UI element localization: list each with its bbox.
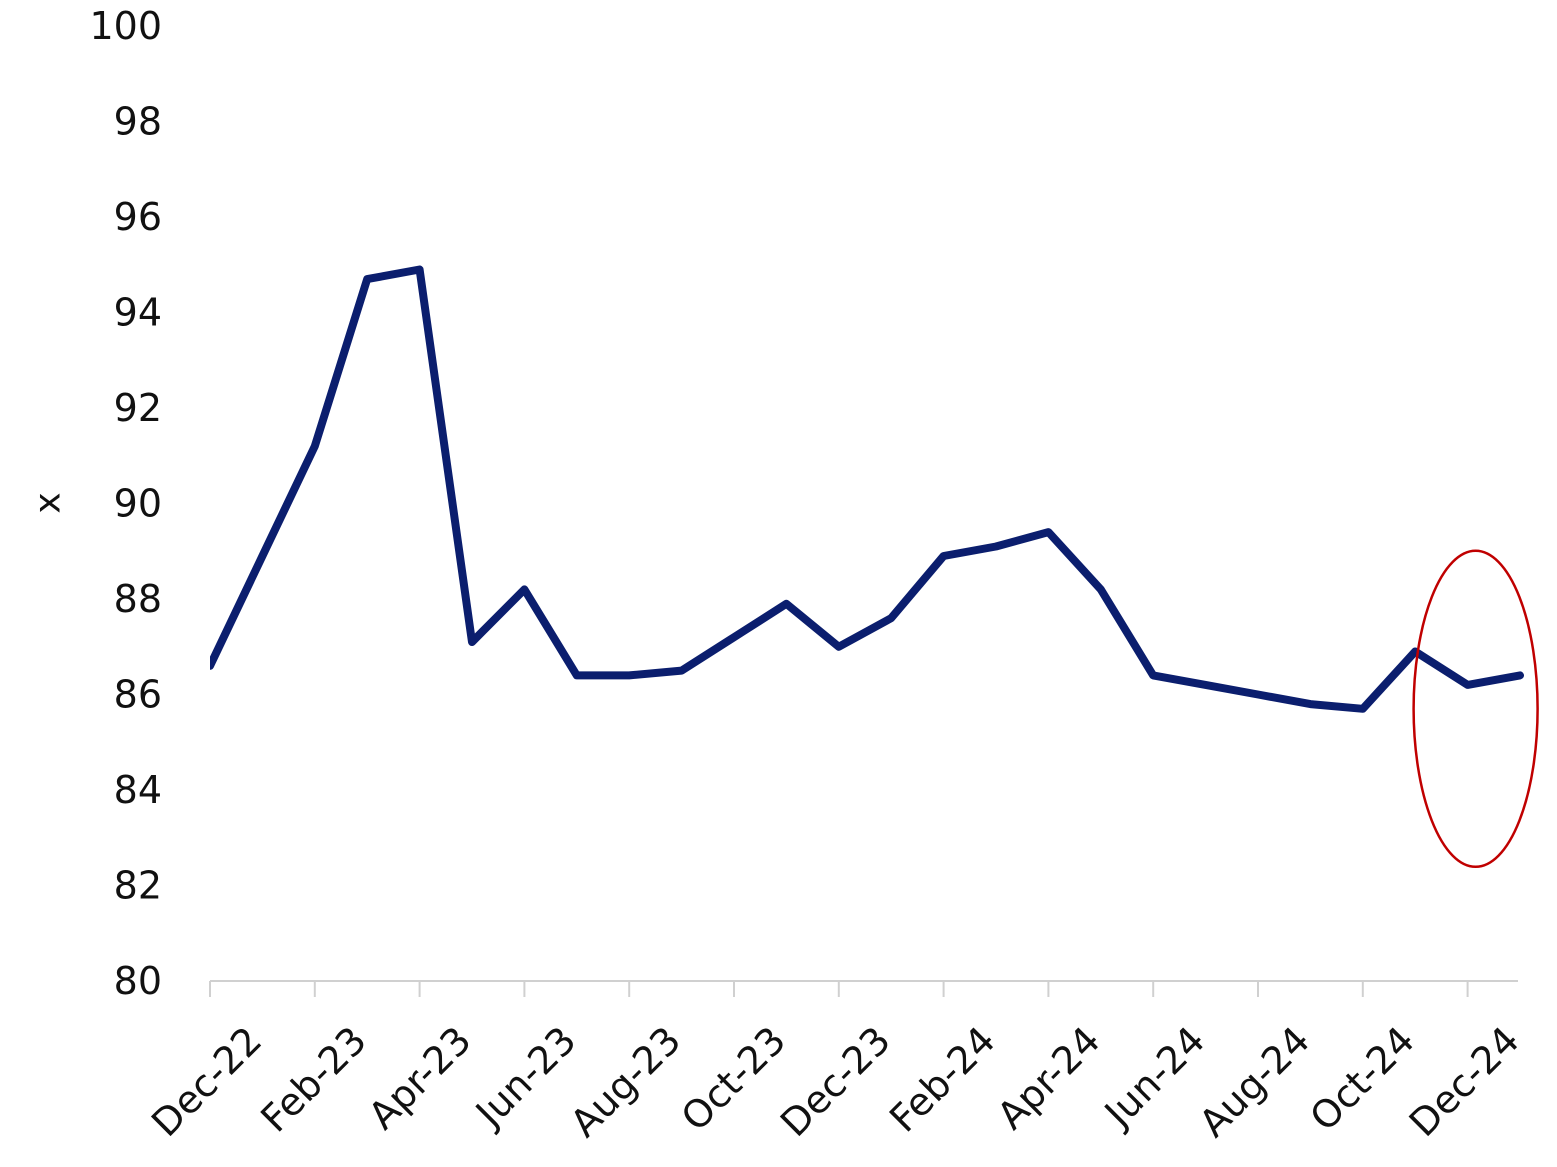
- y-tick-label: 90: [114, 482, 162, 526]
- x-tick-label: Dec-24: [1401, 1018, 1528, 1145]
- x-tick-label: Oct-23: [673, 1018, 794, 1139]
- x-tick-label: Apr-24: [989, 1018, 1109, 1138]
- x-tick-label: Oct-24: [1301, 1018, 1422, 1139]
- x-tick-label: Dec-23: [772, 1018, 899, 1145]
- y-tick-label: 100: [89, 4, 162, 48]
- series-line: [210, 265, 1524, 713]
- y-tick-label: 96: [114, 195, 162, 239]
- plot-area: [210, 265, 1524, 713]
- y-axis-ticks: 80 82 84 86 88 90 92 94 96 98 100: [89, 4, 162, 1003]
- x-tick-label: Apr-23: [360, 1018, 480, 1138]
- y-tick-label: 84: [114, 768, 162, 812]
- x-tick-label: Feb-24: [881, 1018, 1004, 1141]
- x-tick-label: Aug-24: [1191, 1018, 1318, 1145]
- x-tick-label: Aug-23: [562, 1018, 689, 1145]
- highlight-ellipse: [1412, 549, 1539, 869]
- y-tick-label: 94: [114, 291, 162, 335]
- x-axis-ticks: [209, 981, 1469, 997]
- y-tick-label: 86: [114, 673, 162, 717]
- x-tick-label: Feb-23: [252, 1018, 375, 1141]
- y-tick-label: 88: [114, 577, 162, 621]
- y-axis-title: x: [28, 492, 69, 513]
- y-tick-label: 82: [114, 864, 162, 908]
- x-tick-label: Dec-22: [143, 1018, 270, 1145]
- x-axis-labels: Dec-22Feb-23Apr-23Jun-23Aug-23Oct-23Dec-…: [143, 1018, 1528, 1145]
- y-tick-label: 80: [114, 959, 162, 1003]
- y-tick-label: 98: [114, 100, 162, 144]
- y-tick-label: 92: [114, 386, 162, 430]
